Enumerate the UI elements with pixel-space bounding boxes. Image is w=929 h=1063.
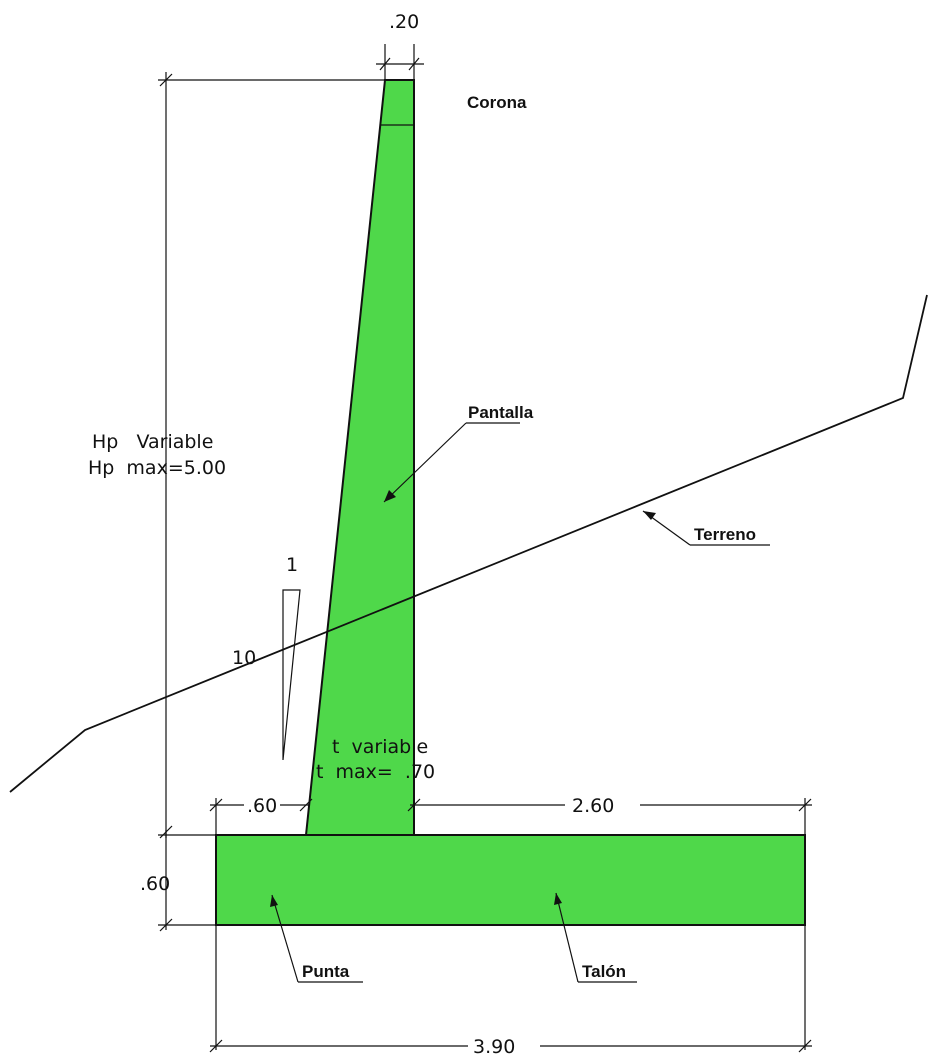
height-dimension: [158, 72, 385, 839]
heel-width-label: 2.60: [572, 795, 614, 817]
talon-label: Talón: [582, 962, 626, 981]
slope-rise-label: 1: [286, 554, 298, 576]
base-dimension: [209, 925, 812, 1053]
height-label-line1: Hp Variable: [92, 431, 213, 453]
height-label-line2: Hp max=5.00: [88, 457, 226, 479]
pantalla-label: Pantalla: [468, 403, 534, 422]
talon-leader: [554, 892, 637, 983]
footing: [215, 834, 806, 926]
corona-label: Corona: [467, 93, 527, 112]
terreno-label: Terreno: [694, 525, 756, 544]
base-width-label: 3.90: [473, 1036, 515, 1058]
terreno-leader: [642, 510, 770, 546]
footing-height-dimension: [158, 830, 216, 932]
toe-width-label: .60: [247, 795, 277, 817]
pantalla-leader: [383, 422, 520, 503]
slope-run-label: 10: [232, 647, 256, 669]
punta-label: Punta: [302, 962, 350, 981]
ground-line: [9, 294, 928, 793]
thickness-label-line2: t max= .70: [316, 761, 435, 783]
crest-width-label: .20: [389, 11, 419, 33]
crest-dimension: [376, 44, 424, 80]
thickness-label-line1: t variable: [332, 736, 428, 758]
punta-leader: [270, 894, 363, 983]
footing-height-label: .60: [140, 873, 170, 895]
top-dimension: [209, 798, 812, 835]
stem-pantalla: [304, 79, 415, 836]
slope-triangle: [282, 589, 301, 761]
